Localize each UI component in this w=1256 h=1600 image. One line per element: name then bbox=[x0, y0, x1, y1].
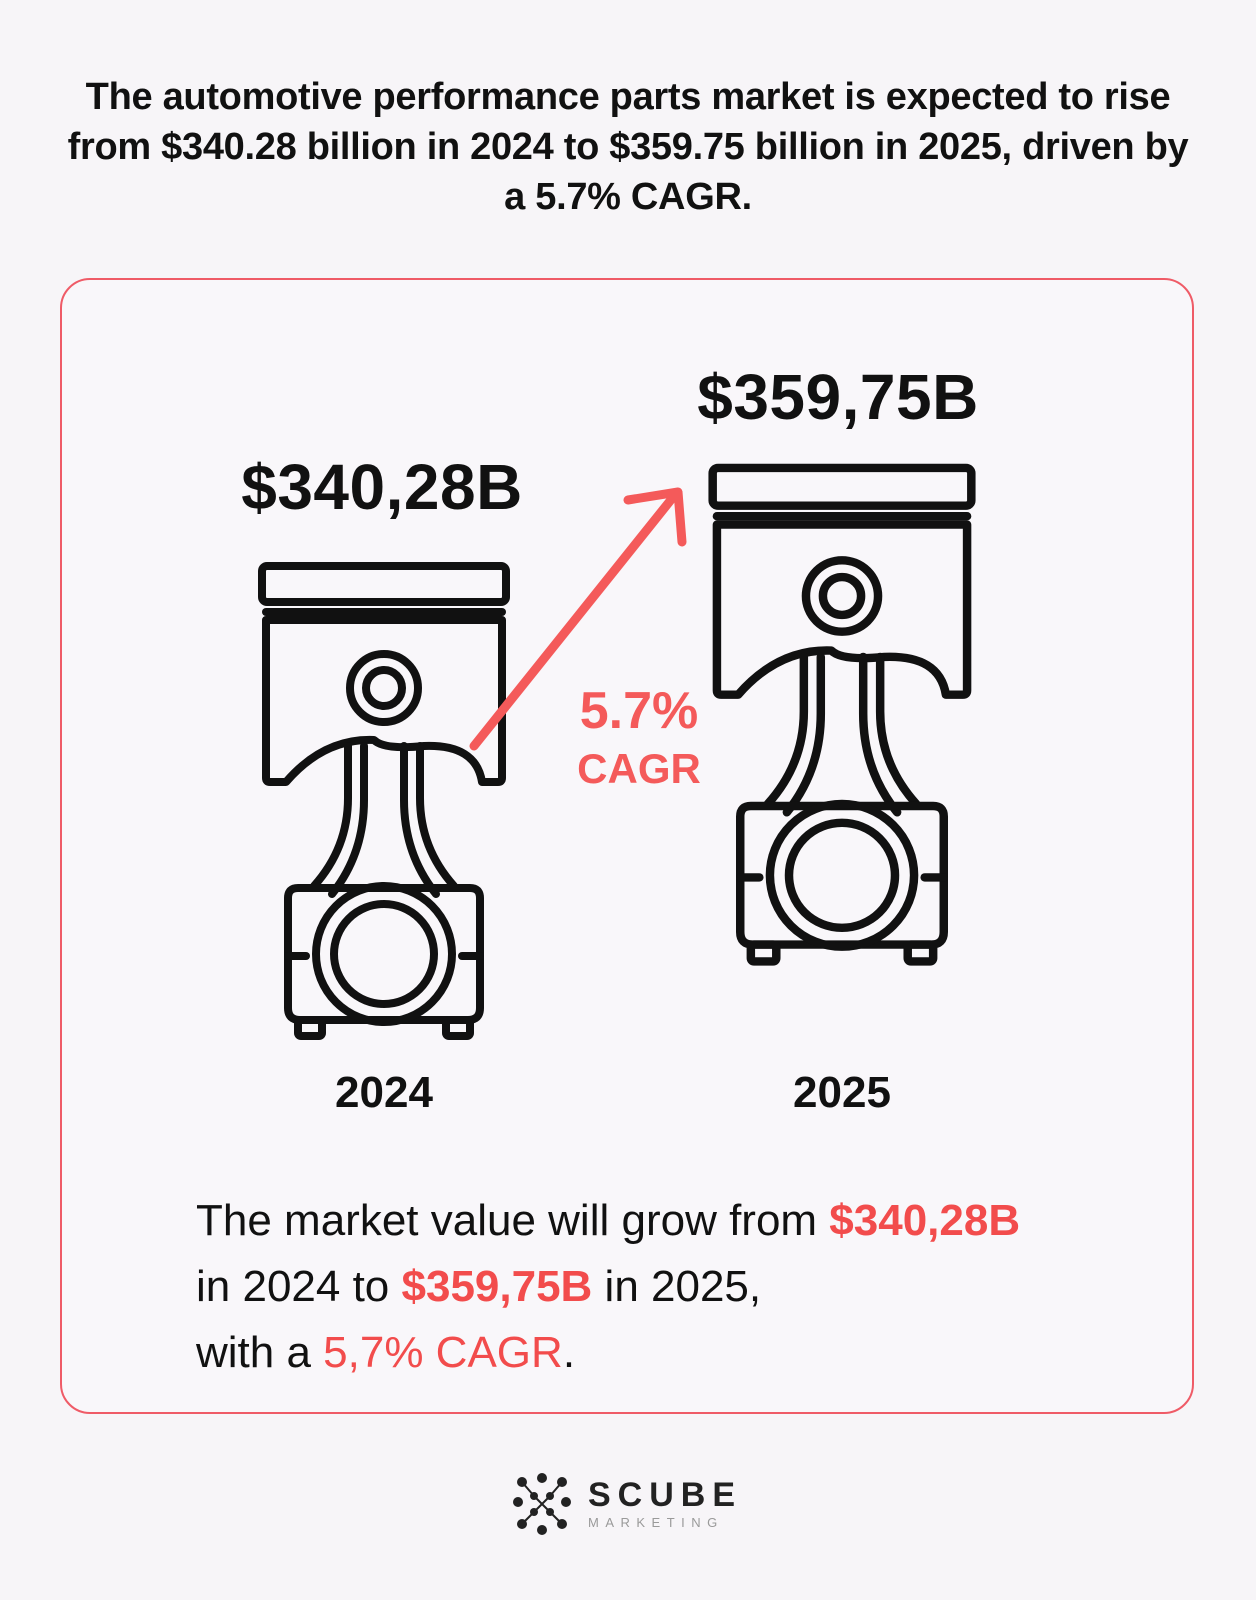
summary-value-2025: $359,75B bbox=[401, 1262, 593, 1311]
brand-name: SCUBE bbox=[588, 1476, 743, 1514]
cagr-percent: 5.7% bbox=[579, 682, 699, 740]
summary-part: . bbox=[562, 1328, 576, 1377]
summary-value-2024: $340,28B bbox=[829, 1196, 1021, 1245]
summary-part: in 2025, bbox=[592, 1262, 762, 1311]
summary-part: with a bbox=[196, 1328, 324, 1377]
value-2024: $340,28B bbox=[241, 451, 523, 523]
summary-part: The market value will grow from bbox=[196, 1196, 830, 1245]
year-2025: 2025 bbox=[793, 1068, 891, 1117]
piston-2025-icon bbox=[713, 468, 972, 961]
brand-logo: SCUBE MARKETING bbox=[510, 1472, 742, 1536]
headline: The automotive performance parts market … bbox=[67, 76, 1189, 218]
cagr-badge: 5.7% CAGR bbox=[554, 682, 724, 794]
card-artwork bbox=[62, 280, 1192, 1412]
year-2024: 2024 bbox=[335, 1068, 433, 1117]
summary-text: The market value will grow from $340,28B… bbox=[196, 1188, 1156, 1386]
summary-cagr: 5,7% CAGR bbox=[323, 1328, 563, 1377]
scube-logo-icon bbox=[513, 1473, 571, 1535]
piston-2024-icon bbox=[262, 566, 506, 1036]
summary-part: in 2024 to bbox=[196, 1262, 402, 1311]
cagr-label: CAGR bbox=[577, 745, 701, 792]
growth-arrow-icon bbox=[469, 487, 687, 751]
brand-tagline: MARKETING bbox=[588, 1515, 724, 1530]
logo-text: SCUBE MARKETING bbox=[588, 1477, 742, 1531]
value-2025: $359,75B bbox=[697, 361, 979, 433]
market-growth-card: $340,28B $359,75B 5.7% CAGR 2024 2025 Th… bbox=[60, 278, 1194, 1414]
